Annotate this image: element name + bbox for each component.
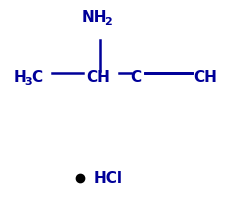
Text: H: H <box>14 70 27 85</box>
Text: C: C <box>31 70 42 85</box>
Text: C: C <box>130 70 141 85</box>
Text: 3: 3 <box>24 77 32 87</box>
Text: NH: NH <box>82 10 107 25</box>
Text: CH: CH <box>193 70 217 85</box>
Text: CH: CH <box>86 70 110 85</box>
Text: 2: 2 <box>104 17 112 27</box>
Text: HCl: HCl <box>94 171 123 186</box>
